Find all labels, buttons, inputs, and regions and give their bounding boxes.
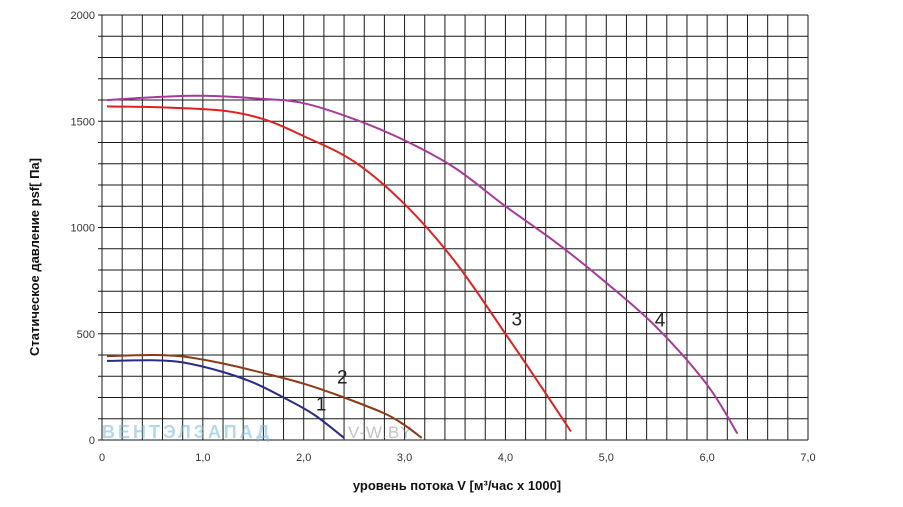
x-axis-title: уровень потока V [м³/час x 1000] xyxy=(353,478,561,493)
x-tick-label: 4,0 xyxy=(498,452,513,464)
x-tick-label: 3,0 xyxy=(397,452,412,464)
x-tick-label: 6,0 xyxy=(699,452,714,464)
curve-label-4: 4 xyxy=(655,310,666,331)
series-line-1 xyxy=(106,359,345,439)
y-tick-label: 1500 xyxy=(71,116,95,128)
chart-grid xyxy=(98,14,809,441)
x-tick-label: 0 xyxy=(99,452,105,464)
curve-labels: 12 3 4 xyxy=(316,309,666,415)
x-tick-label: 2,0 xyxy=(296,452,311,464)
series-line-4 xyxy=(106,94,739,435)
watermark-brand: ВЕНТЭЛЗАПАД xyxy=(102,422,272,442)
y-axis-title: Статическое давление psf[ Па] xyxy=(27,158,42,356)
y-tick-label: 2000 xyxy=(71,10,95,22)
curve-label-2: 2 xyxy=(337,368,348,389)
watermark: ВЕНТЭЛЗАПАД V-W.BY xyxy=(102,422,413,442)
series-line-2 xyxy=(106,353,423,439)
series-line-3 xyxy=(106,105,572,433)
y-tick-label: 1000 xyxy=(71,223,95,235)
x-tick-label: 7,0 xyxy=(800,452,815,464)
y-tick-labels: 0 500 1000 1500 2000 xyxy=(71,10,95,447)
x-tick-label: 1,0 xyxy=(195,452,210,464)
x-tick-label: 5,0 xyxy=(599,452,614,464)
chart-series xyxy=(106,94,739,439)
y-tick-label: 500 xyxy=(77,329,95,341)
curve-label-1: 1 xyxy=(316,394,327,415)
y-tick-label: 0 xyxy=(89,435,95,447)
watermark-site: V-W.BY xyxy=(348,423,413,442)
curve-label-3: 3 xyxy=(511,309,522,330)
x-tick-labels: 0 1,0 2,0 3,0 4,0 5,0 6,0 7,0 xyxy=(99,452,816,464)
